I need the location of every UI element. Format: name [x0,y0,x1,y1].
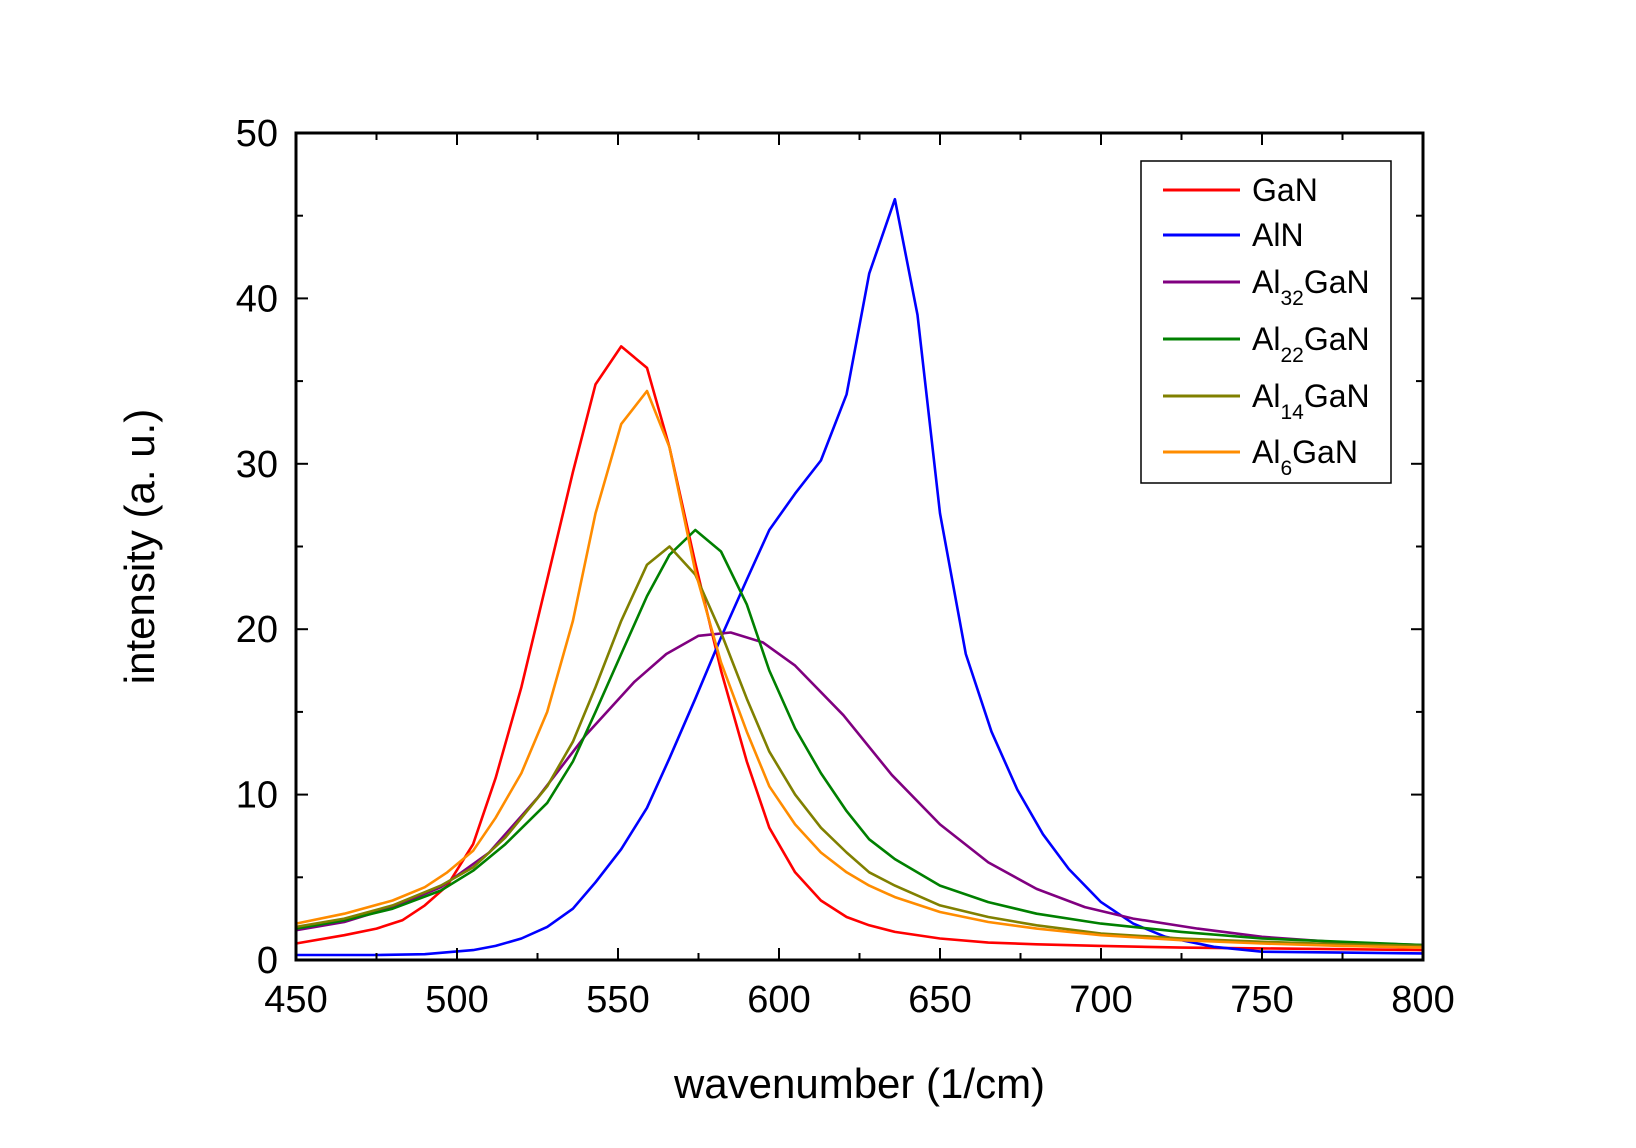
series-line-al22gan [295,528,1424,947]
y-tick-label: 50 [236,113,278,155]
y-tick-label: 20 [236,609,278,651]
x-tick-label: 450 [264,979,327,1021]
legend-box [1140,160,1392,484]
x-tick-label: 750 [1230,979,1293,1021]
x-tick-label: 650 [908,979,971,1021]
legend-label-al6gan: Al6GaN [1252,434,1358,480]
series-line-al14gan [295,545,1424,948]
x-tick-label: 700 [1069,979,1132,1021]
legend-label-gan: GaN [1252,172,1318,208]
legend-items: GaN AlN Al32GaN Al22GaN Al14GaN Al6GaN [1163,172,1370,480]
tick-layer [295,132,1424,961]
tick-label-layer: 450 500 550 600 650 700 750 800 0 10 20 30 40 50 [236,113,1455,1021]
y-tick-label: 40 [236,278,278,320]
x-tick-label: 500 [425,979,488,1021]
series-layer [295,197,1424,957]
series-line-aln [296,197,1424,957]
y-tick-label: 30 [236,444,278,486]
legend-label-al14gan: Al14GaN [1252,378,1370,424]
series-line-al6gan [295,389,1424,949]
series-line-al32gan [295,631,1424,947]
y-axis-title: intensity (a. u.) [116,409,163,684]
x-tick-label: 600 [747,979,810,1021]
legend: GaN AlN Al32GaN Al22GaN Al14GaN Al6GaN [1140,160,1392,484]
legend-label-al22gan: Al22GaN [1252,321,1370,367]
legend-label-al32gan: Al32GaN [1252,264,1370,310]
x-tick-label: 800 [1391,979,1454,1021]
legend-label-aln: AlN [1252,217,1304,253]
x-tick-label: 550 [586,979,649,1021]
y-tick-label: 10 [236,775,278,817]
x-axis-title: wavenumber (1/cm) [673,1060,1045,1107]
y-tick-label: 0 [257,940,278,982]
